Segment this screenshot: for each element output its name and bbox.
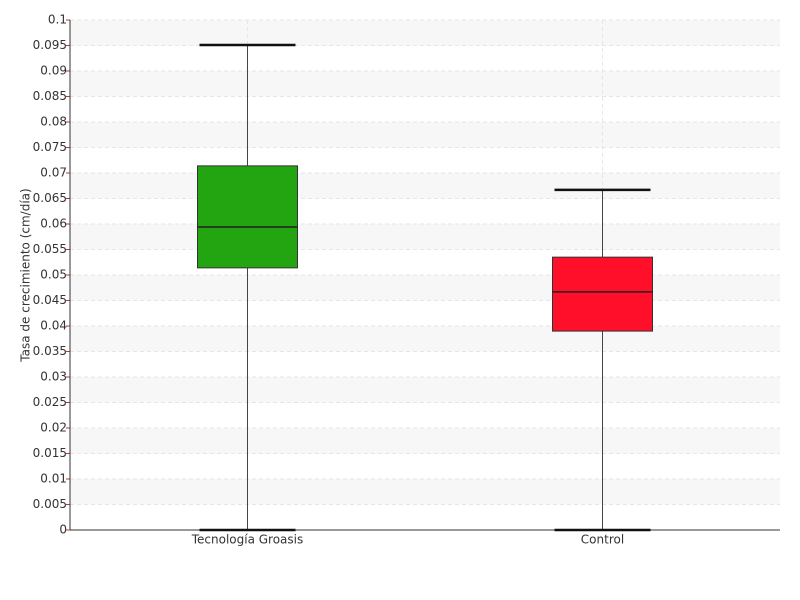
grid-band (70, 224, 780, 250)
y-tick-label: 0.035 (33, 344, 67, 358)
y-tick-label: 0.01 (40, 472, 67, 486)
y-tick-label: 0.04 (40, 319, 67, 333)
grid-band (70, 20, 780, 46)
grid-band (70, 377, 780, 403)
x-tick-label: Control (581, 533, 624, 547)
y-axis-label: Tasa de crecimiento (cm/día) (19, 188, 33, 362)
box (552, 256, 653, 332)
grid-band (70, 479, 780, 505)
x-tick-label: Tecnología Groasis (191, 533, 304, 547)
grid-band (70, 122, 780, 148)
y-tick-label: 0.015 (33, 446, 67, 460)
y-tick-label: 0 (59, 523, 67, 537)
y-tick-label: 0.045 (33, 293, 67, 307)
y-tick-label: 0.055 (33, 242, 67, 256)
y-tick-label: 0.09 (40, 64, 67, 78)
y-tick-label: 0.005 (33, 497, 67, 511)
y-tick-label: 0.06 (40, 217, 67, 231)
y-tick-label: 0.095 (33, 38, 67, 52)
y-tick-label: 0.075 (33, 140, 67, 154)
grid-band (70, 428, 780, 454)
grid-band (70, 326, 780, 352)
y-tick-label: 0.05 (40, 268, 67, 282)
y-tick-label: 0.02 (40, 421, 67, 435)
grid-band (70, 71, 780, 97)
y-tick-label: 0.07 (40, 166, 67, 180)
y-tick-label: 0.03 (40, 370, 67, 384)
grid-band (70, 275, 780, 301)
y-tick-label: 0.1 (48, 13, 67, 27)
box (197, 165, 298, 269)
y-tick-label: 0.065 (33, 191, 67, 205)
y-tick-label: 0.08 (40, 115, 67, 129)
y-tick-label: 0.085 (33, 89, 67, 103)
y-tick-label: 0.025 (33, 395, 67, 409)
grid-band (70, 173, 780, 199)
